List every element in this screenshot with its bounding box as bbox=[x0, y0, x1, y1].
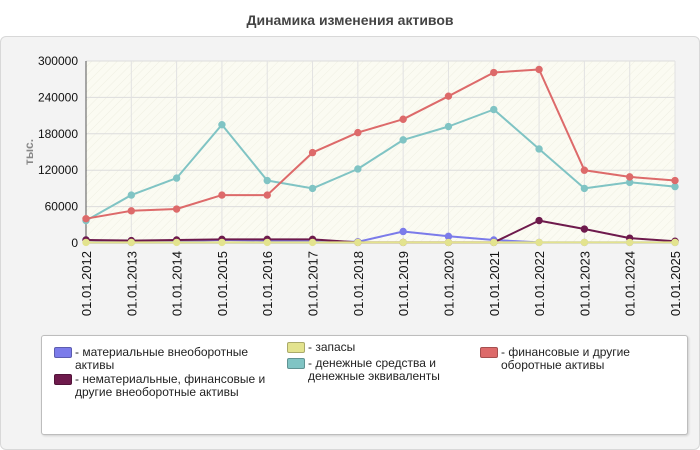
legend-swatch bbox=[54, 347, 72, 358]
legend-swatch bbox=[287, 342, 305, 353]
series-point-3 bbox=[535, 145, 543, 153]
series-point-2 bbox=[172, 238, 181, 247]
x-tick-label: 01.01.2020 bbox=[441, 251, 456, 316]
y-axis-label: тыс. bbox=[22, 139, 36, 165]
series-point-0 bbox=[399, 227, 407, 236]
series-point-2 bbox=[399, 238, 407, 247]
series-point-3 bbox=[172, 174, 181, 182]
series-point-3 bbox=[354, 165, 362, 173]
legend: - материальные внеоборотные активы - нем… bbox=[41, 335, 688, 435]
grid-lines bbox=[85, 60, 676, 244]
series-point-1 bbox=[535, 216, 543, 225]
series-point-0 bbox=[444, 232, 453, 241]
series-point-2 bbox=[444, 238, 453, 247]
series-point-3 bbox=[490, 105, 498, 114]
series-point-2 bbox=[308, 238, 317, 247]
legend-label: - денежные средства и денежные эквивален… bbox=[308, 356, 440, 383]
x-tick-label: 01.01.2018 bbox=[351, 251, 366, 316]
x-tick-label: 01.01.2012 bbox=[79, 251, 94, 316]
series-point-3 bbox=[218, 121, 226, 129]
x-tick-label: 01.01.2023 bbox=[577, 251, 592, 316]
series-point-4 bbox=[444, 92, 453, 100]
x-tick-label: 01.01.2014 bbox=[170, 251, 185, 316]
x-tick-label: 01.01.2015 bbox=[215, 251, 230, 316]
y-tick-label: 240000 bbox=[38, 90, 78, 104]
x-tick-label: 01.01.2025 bbox=[668, 251, 683, 316]
legend-swatch bbox=[480, 347, 498, 358]
data-series bbox=[82, 65, 679, 247]
series-point-3 bbox=[127, 191, 136, 199]
plot-area bbox=[86, 61, 675, 243]
series-point-3 bbox=[671, 182, 679, 191]
y-tick-label: 300000 bbox=[38, 54, 78, 68]
series-point-4 bbox=[535, 65, 543, 74]
y-tick-label: 60000 bbox=[45, 200, 79, 214]
x-tick-label: 01.01.2016 bbox=[260, 251, 275, 316]
series-point-2 bbox=[671, 238, 679, 247]
series-point-4 bbox=[263, 191, 271, 199]
legend-swatch bbox=[287, 358, 305, 369]
x-tick-label: 01.01.2022 bbox=[532, 251, 547, 316]
series-point-4 bbox=[490, 68, 498, 77]
series-point-4 bbox=[625, 173, 634, 181]
x-tick-label: 01.01.2013 bbox=[124, 251, 139, 316]
series-point-2 bbox=[625, 238, 634, 247]
series-point-4 bbox=[127, 207, 136, 215]
series-point-3 bbox=[399, 136, 407, 144]
x-tick-label: 01.01.2019 bbox=[396, 251, 411, 316]
series-point-4 bbox=[82, 215, 90, 223]
series-point-4 bbox=[399, 115, 407, 123]
legend-label: - материальные внеоборотные активы bbox=[75, 345, 248, 372]
series-point-4 bbox=[218, 191, 226, 199]
legend-label: - запасы bbox=[308, 340, 356, 354]
series-point-4 bbox=[308, 148, 317, 157]
y-tick-label: 180000 bbox=[38, 127, 78, 141]
legend-label: - финансовые и другие оборотные активы bbox=[501, 345, 630, 372]
y-tick-label: 0 bbox=[71, 236, 78, 250]
series-point-3 bbox=[580, 184, 589, 193]
series-point-2 bbox=[82, 238, 90, 247]
series-point-4 bbox=[172, 205, 181, 213]
series-point-2 bbox=[218, 238, 226, 247]
series-point-2 bbox=[263, 238, 271, 247]
series-point-2 bbox=[535, 238, 543, 247]
series-point-4 bbox=[580, 166, 589, 174]
series-point-1 bbox=[580, 225, 589, 233]
legend-label: - нематериальные, финансовые и другие вн… bbox=[75, 372, 266, 399]
series-line-3 bbox=[85, 108, 676, 222]
series-point-2 bbox=[127, 238, 136, 247]
series-point-2 bbox=[490, 238, 498, 247]
series-point-3 bbox=[308, 184, 317, 193]
series-point-3 bbox=[263, 176, 271, 185]
chart-title: Динамика изменения активов bbox=[246, 12, 454, 28]
x-tick-label: 01.01.2024 bbox=[623, 251, 638, 316]
series-point-2 bbox=[580, 238, 589, 247]
series-point-3 bbox=[444, 122, 453, 131]
tick-labels: 300000 240000 180000 120000 60000 001.01.2012… bbox=[38, 54, 683, 316]
x-tick-label: 01.01.2021 bbox=[487, 251, 502, 316]
x-tick-label: 01.01.2017 bbox=[306, 251, 321, 316]
legend-swatch bbox=[54, 374, 72, 385]
series-point-4 bbox=[671, 176, 679, 185]
series-point-2 bbox=[354, 238, 362, 247]
series-line-4 bbox=[85, 68, 676, 220]
y-tick-label: 120000 bbox=[38, 163, 78, 177]
series-point-4 bbox=[354, 128, 362, 137]
